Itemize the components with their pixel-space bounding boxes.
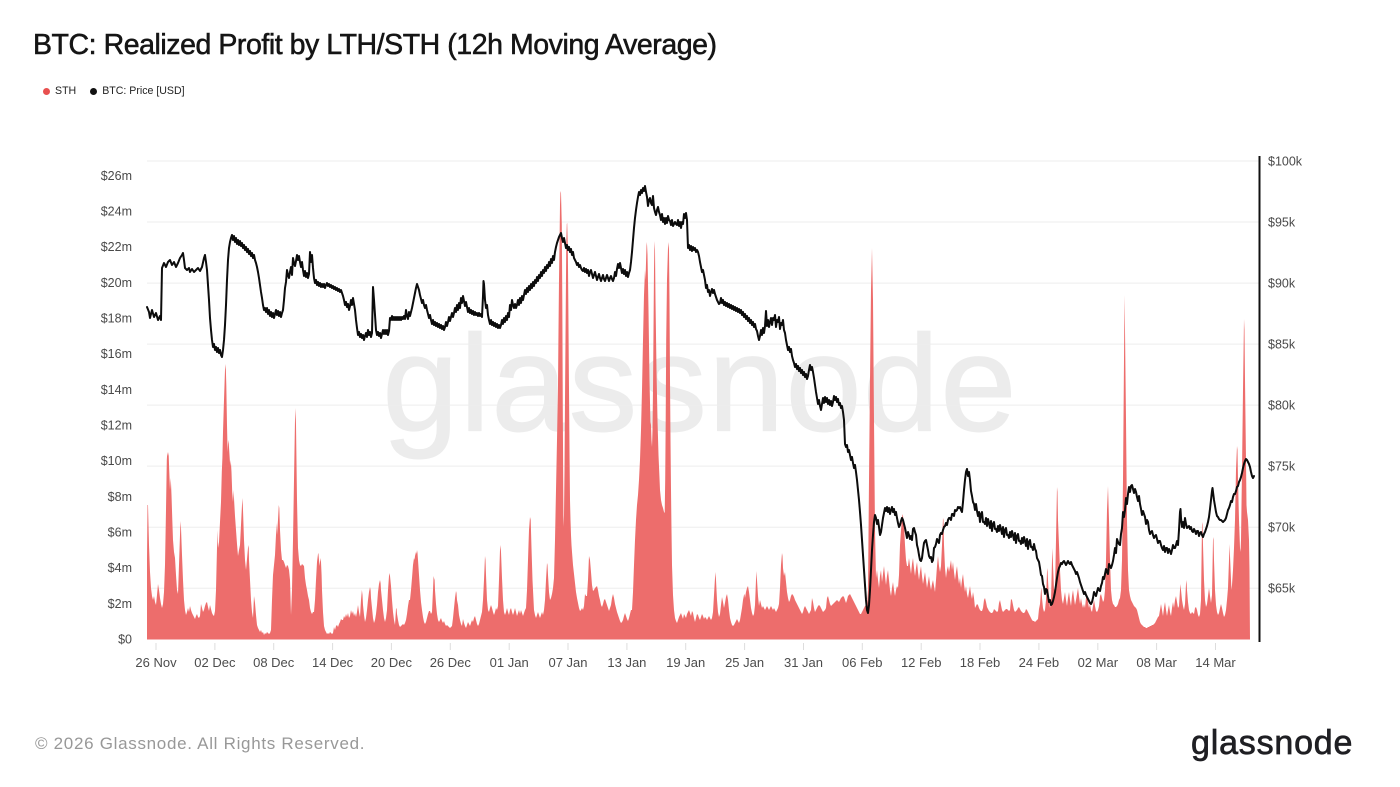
svg-text:19 Jan: 19 Jan (666, 655, 705, 670)
svg-text:$0: $0 (118, 633, 132, 647)
svg-text:$100k: $100k (1268, 155, 1303, 169)
svg-text:$70k: $70k (1268, 521, 1296, 535)
svg-text:$16m: $16m (101, 347, 132, 361)
svg-text:08 Dec: 08 Dec (253, 655, 295, 670)
svg-text:18 Feb: 18 Feb (960, 655, 1000, 670)
svg-text:13 Jan: 13 Jan (607, 655, 646, 670)
svg-text:07 Jan: 07 Jan (548, 655, 587, 670)
svg-text:$6m: $6m (108, 526, 132, 540)
svg-text:$20m: $20m (101, 276, 132, 290)
svg-text:14 Mar: 14 Mar (1195, 655, 1236, 670)
svg-text:25 Jan: 25 Jan (725, 655, 764, 670)
svg-text:26 Dec: 26 Dec (430, 655, 472, 670)
svg-text:$14m: $14m (101, 383, 132, 397)
svg-text:26 Nov: 26 Nov (135, 655, 177, 670)
svg-text:06 Feb: 06 Feb (842, 655, 882, 670)
svg-text:$24m: $24m (101, 205, 132, 219)
svg-text:$95k: $95k (1268, 216, 1296, 230)
svg-text:$90k: $90k (1268, 277, 1296, 291)
svg-text:20 Dec: 20 Dec (371, 655, 413, 670)
svg-text:$18m: $18m (101, 312, 132, 326)
svg-text:12 Feb: 12 Feb (901, 655, 941, 670)
svg-text:08 Mar: 08 Mar (1136, 655, 1177, 670)
svg-text:02 Mar: 02 Mar (1078, 655, 1119, 670)
svg-text:$2m: $2m (108, 597, 132, 611)
svg-text:$75k: $75k (1268, 460, 1296, 474)
svg-text:14 Dec: 14 Dec (312, 655, 354, 670)
svg-text:$85k: $85k (1268, 338, 1296, 352)
svg-text:02 Dec: 02 Dec (194, 655, 236, 670)
svg-text:$4m: $4m (108, 561, 132, 575)
svg-text:$22m: $22m (101, 240, 132, 254)
svg-text:$12m: $12m (101, 419, 132, 433)
svg-text:24 Feb: 24 Feb (1019, 655, 1059, 670)
svg-text:31 Jan: 31 Jan (784, 655, 823, 670)
svg-text:$26m: $26m (101, 169, 132, 183)
svg-text:$8m: $8m (108, 490, 132, 504)
svg-text:$80k: $80k (1268, 399, 1296, 413)
svg-text:$65k: $65k (1268, 582, 1296, 596)
svg-text:01 Jan: 01 Jan (490, 655, 529, 670)
svg-text:$10m: $10m (101, 454, 132, 468)
